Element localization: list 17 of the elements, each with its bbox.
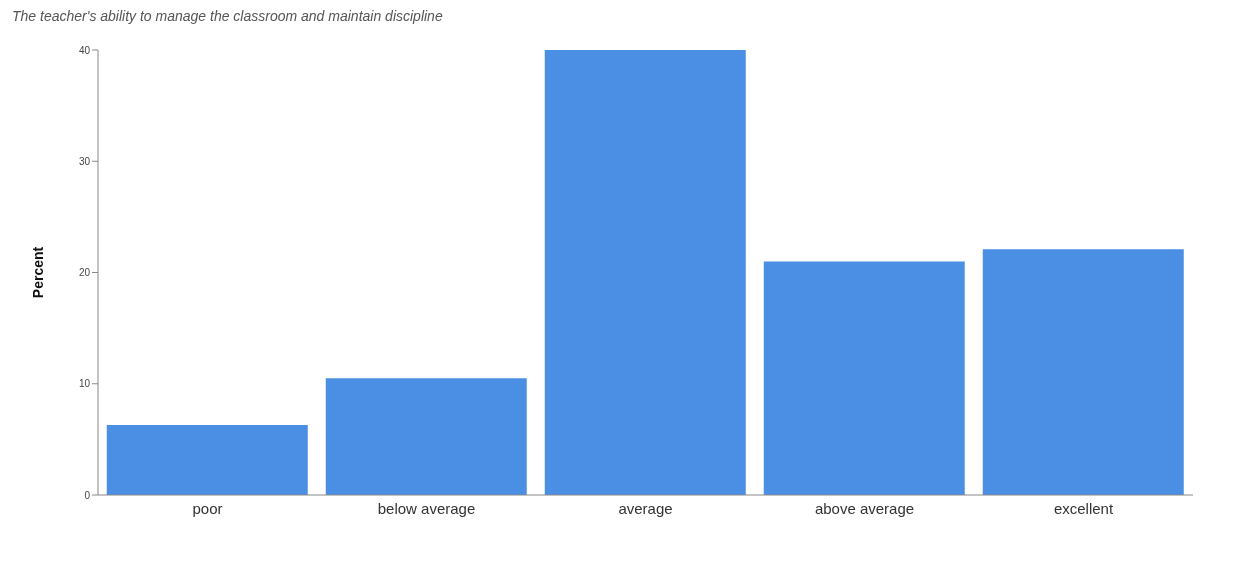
x-tick-label: average xyxy=(618,499,673,517)
x-tick-label: above average xyxy=(814,499,915,517)
bar xyxy=(325,378,527,495)
y-tick-label: 10 xyxy=(78,378,91,390)
bar xyxy=(763,261,965,495)
x-tick-label: poor xyxy=(192,499,223,517)
x-tick-label: excellent xyxy=(1053,499,1114,517)
y-tick-label: 30 xyxy=(78,155,91,167)
bar xyxy=(544,50,746,495)
chart-title: The teacher's ability to manage the classroom and maintain discipline xyxy=(11,8,444,26)
y-tick-label: 20 xyxy=(78,267,91,279)
y-axis-title: Percent xyxy=(29,246,46,299)
bar xyxy=(982,249,1184,495)
y-tick-label: 0 xyxy=(84,489,91,501)
y-tick-label: 40 xyxy=(78,44,91,56)
bar xyxy=(106,424,308,495)
x-tick-label: below average xyxy=(377,499,476,517)
